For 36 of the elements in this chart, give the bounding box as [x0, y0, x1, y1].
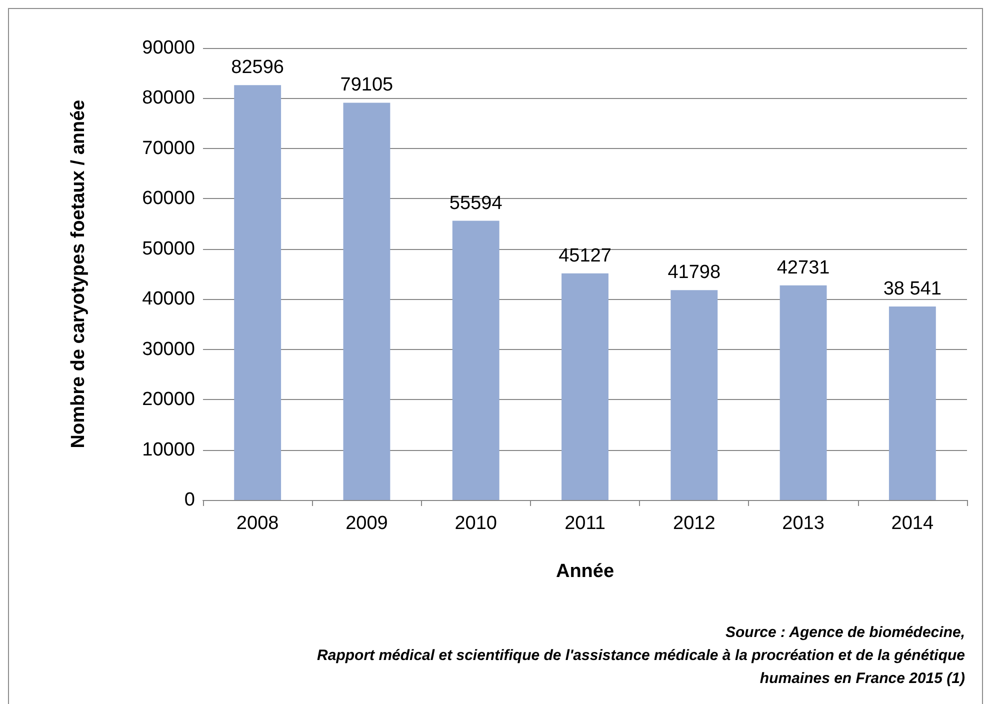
y-tick-label: 20000 — [142, 389, 195, 410]
bar — [562, 273, 608, 500]
bar — [888, 306, 936, 500]
y-tick-label: 30000 — [142, 338, 195, 360]
data-label: 55594 — [449, 192, 503, 214]
x-tick-label: 2013 — [782, 513, 824, 534]
x-axis-title: Année — [556, 561, 614, 582]
x-tick-label: 2014 — [891, 513, 934, 534]
bar — [670, 290, 718, 500]
x-tick-label: 2009 — [346, 513, 388, 534]
y-tick-label: 80000 — [142, 88, 195, 109]
y-tick-label: 50000 — [142, 238, 195, 260]
data-label: 41798 — [668, 262, 721, 284]
bar — [343, 102, 390, 500]
y-tick-label: 60000 — [142, 188, 195, 210]
y-tick-label: 0 — [184, 490, 195, 510]
data-label: 42731 — [776, 257, 830, 278]
x-tick-label: 2012 — [673, 513, 716, 534]
data-label: 38 541 — [883, 278, 942, 300]
y-tick-label: 10000 — [142, 439, 195, 460]
data-label: 45127 — [558, 245, 612, 266]
source-note: Source : Agence de biomédecine, — [725, 624, 965, 641]
x-tick-label: 2010 — [454, 513, 497, 534]
x-tick-label: 2011 — [564, 513, 606, 534]
y-tick-label: 40000 — [142, 288, 195, 310]
bar — [452, 220, 500, 500]
x-tick-label: 2008 — [236, 513, 279, 534]
bar — [234, 85, 282, 500]
text: Rapport médical et scientifique de l'assistance médicale à la procréation et de la génétique — [317, 647, 965, 664]
data-label: 79105 — [340, 74, 394, 96]
bar — [780, 285, 827, 500]
y-tick-label: 70000 — [142, 138, 195, 159]
data-label: 82596 — [231, 57, 284, 78]
text: humaines en France 2015 (1) — [760, 670, 965, 687]
y-tick-label: 90000 — [142, 38, 195, 58]
y-axis-title: Nombre de caryotypes foetaux / année — [68, 100, 89, 448]
